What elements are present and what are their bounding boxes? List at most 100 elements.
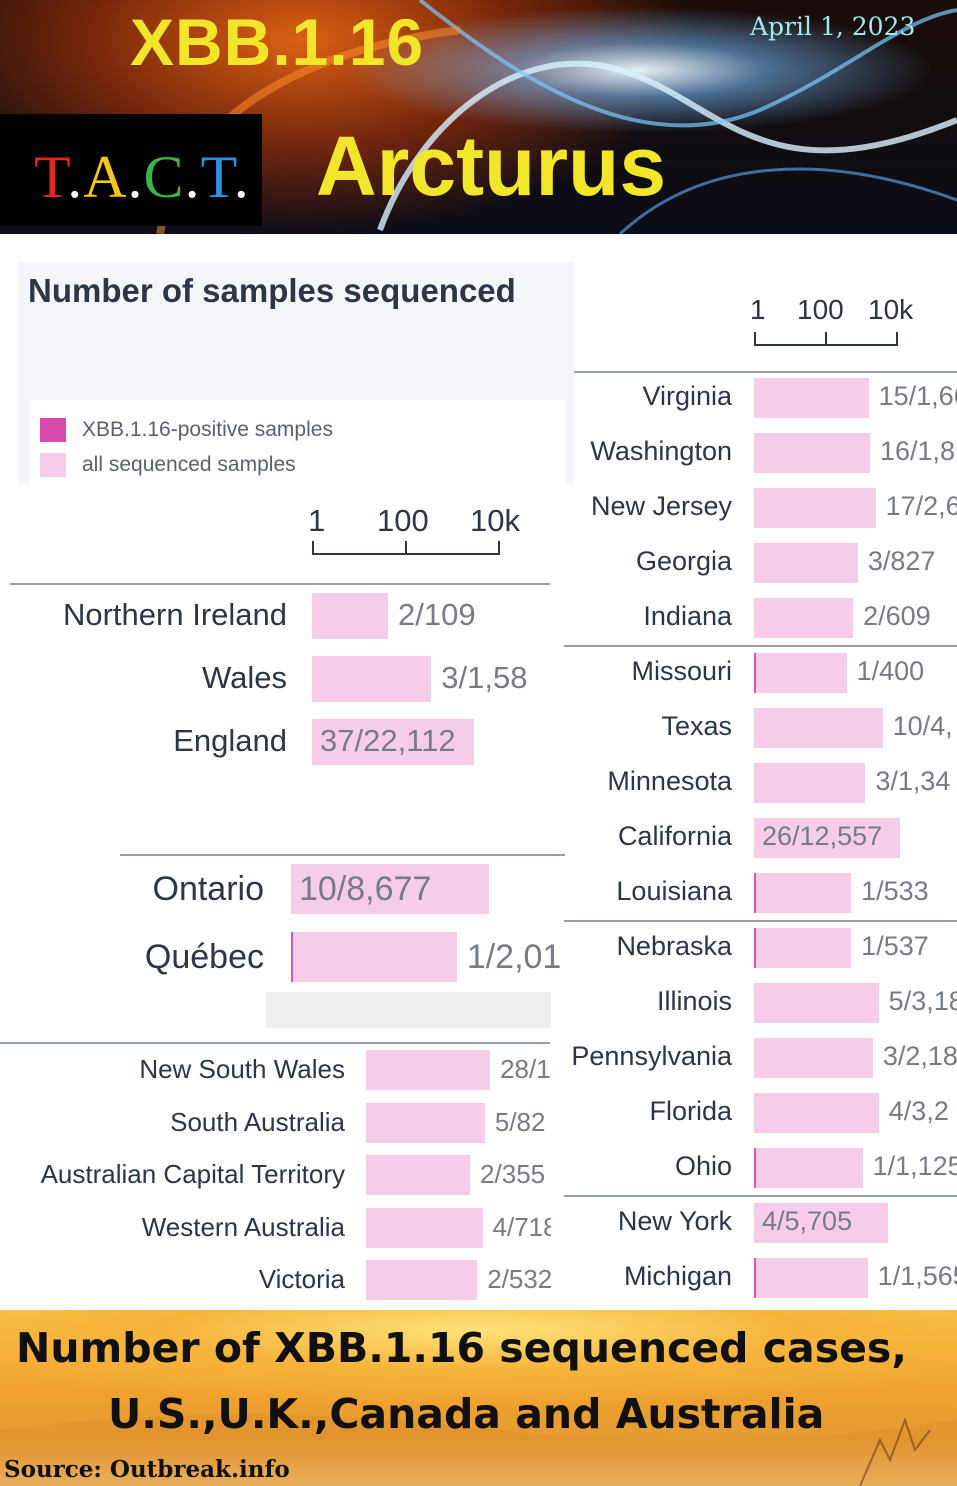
value-label: 2/355 [480,1159,546,1189]
category-label: New Jersey [590,491,732,521]
category-label: Australian Capital Territory [40,1159,345,1189]
bar-total [754,433,870,473]
bar-positive [291,932,293,982]
legend-label-positive: XBB.1.16-positive samples [82,418,333,441]
category-label: New South Wales [139,1054,345,1084]
logo-letter: . [184,144,201,210]
source-label: Source: Outbreak.info [4,1456,290,1483]
bar-total [754,763,866,803]
category-label: Florida [649,1096,732,1126]
legend-swatch-all [40,453,66,477]
value-label: 16/1,81 [879,436,957,466]
value-label: 2/609 [863,601,931,631]
canada-grey-strip [266,992,551,1028]
bar-total [754,1148,863,1188]
value-label: 1/533 [861,876,929,906]
axis-tick-label: 100 [797,294,844,325]
category-label: England [173,723,287,758]
axis-tick-label: 100 [377,503,429,538]
bar-positive [754,1148,756,1188]
tact-logo: T.A.C.T. [34,143,250,212]
bar-positive [754,1258,756,1298]
category-label: South Australia [170,1106,345,1137]
value-label: 26/12,557 [762,821,883,851]
value-label: 1/400 [856,656,925,686]
value-label: 17/2,6 [885,491,957,521]
bar-total [754,818,900,858]
canada-divider [120,854,565,856]
value-label: 15/1,66 [878,381,957,411]
bar-total [754,873,852,913]
logo-letter: T [34,144,68,210]
chart-heading: Number of samples sequenced [28,272,516,309]
australia-divider [0,1042,550,1044]
header-banner: XBB.1.16 April 1, 2023 T.A.C.T. Arcturus [0,0,957,234]
legend: XBB.1.16-positive samples all sequenced … [30,400,565,484]
bar-total [366,1050,491,1090]
bar-total [754,598,854,638]
logo-letter: A [83,144,128,210]
bar-total [312,719,475,765]
value-label: 28/1 [500,1054,551,1084]
value-label: 4/5,705 [762,1206,853,1236]
category-label: Western Australia [141,1211,345,1242]
bar-positive [754,873,756,913]
logo-letter: . [127,144,144,210]
value-label: 1/537 [861,931,929,961]
us-divider-2 [564,920,957,922]
value-label: 3/1,58 [441,660,528,695]
axis-tick [498,541,500,554]
axis-tick-label: 1 [750,294,766,325]
bar-total [366,1102,485,1143]
value-label: 2/532 [487,1264,551,1294]
logo-letter: . [67,144,84,210]
value-label: 10/4, [892,711,953,741]
bar-total [754,1093,879,1133]
axis-baseline [312,553,500,555]
bar-positive [754,653,756,693]
value-label: 1/1,125 [872,1151,957,1181]
us-divider-1 [564,645,957,647]
footer-caption-line1: Number of XBB.1.16 sequenced cases, [16,1324,907,1372]
category-label: Louisiana [616,876,732,906]
bar-total [754,543,858,583]
value-label: 10/8,677 [299,870,432,908]
legend-label-all: all sequenced samples [82,453,296,476]
uk-divider [10,583,550,585]
category-label: Georgia [635,546,732,576]
bar-total [754,378,869,418]
category-label: Nebraska [616,931,732,961]
category-label: Texas [661,711,732,741]
category-label: Ohio [674,1151,732,1181]
axis-tick [312,541,314,554]
category-label: Illinois [656,986,732,1016]
bar-total [754,928,852,968]
logo-letter: T [200,144,234,210]
variant-nickname: Arcturus [316,119,667,213]
axis-baseline [754,344,898,346]
value-label: 5/3,18 [888,986,957,1016]
footer-banner [0,1310,957,1486]
axis-tick-label: 10k [470,503,520,538]
value-label: 3/1,34 [875,766,951,796]
axis-tick [825,332,827,345]
category-label: Québec [144,938,264,976]
category-label: Indiana [643,601,732,631]
bar-total [754,1203,888,1243]
category-label: California [617,821,732,851]
us-divider-3 [564,1195,957,1197]
axis-tick-label: 10k [868,294,914,325]
us-divider-top [574,371,957,373]
value-label: 1/2,01 [466,938,562,976]
bar-total [366,1207,483,1248]
value-label: 3/827 [867,546,936,576]
us-axis-panel [574,278,954,373]
bar-total [754,653,847,693]
category-label: Wales [202,660,287,695]
bar-total [312,593,388,639]
bar-total [366,1260,478,1300]
category-label: Minnesota [607,766,732,796]
axis-tick [754,332,756,345]
logo-box [0,114,262,226]
bar-total [754,983,879,1023]
